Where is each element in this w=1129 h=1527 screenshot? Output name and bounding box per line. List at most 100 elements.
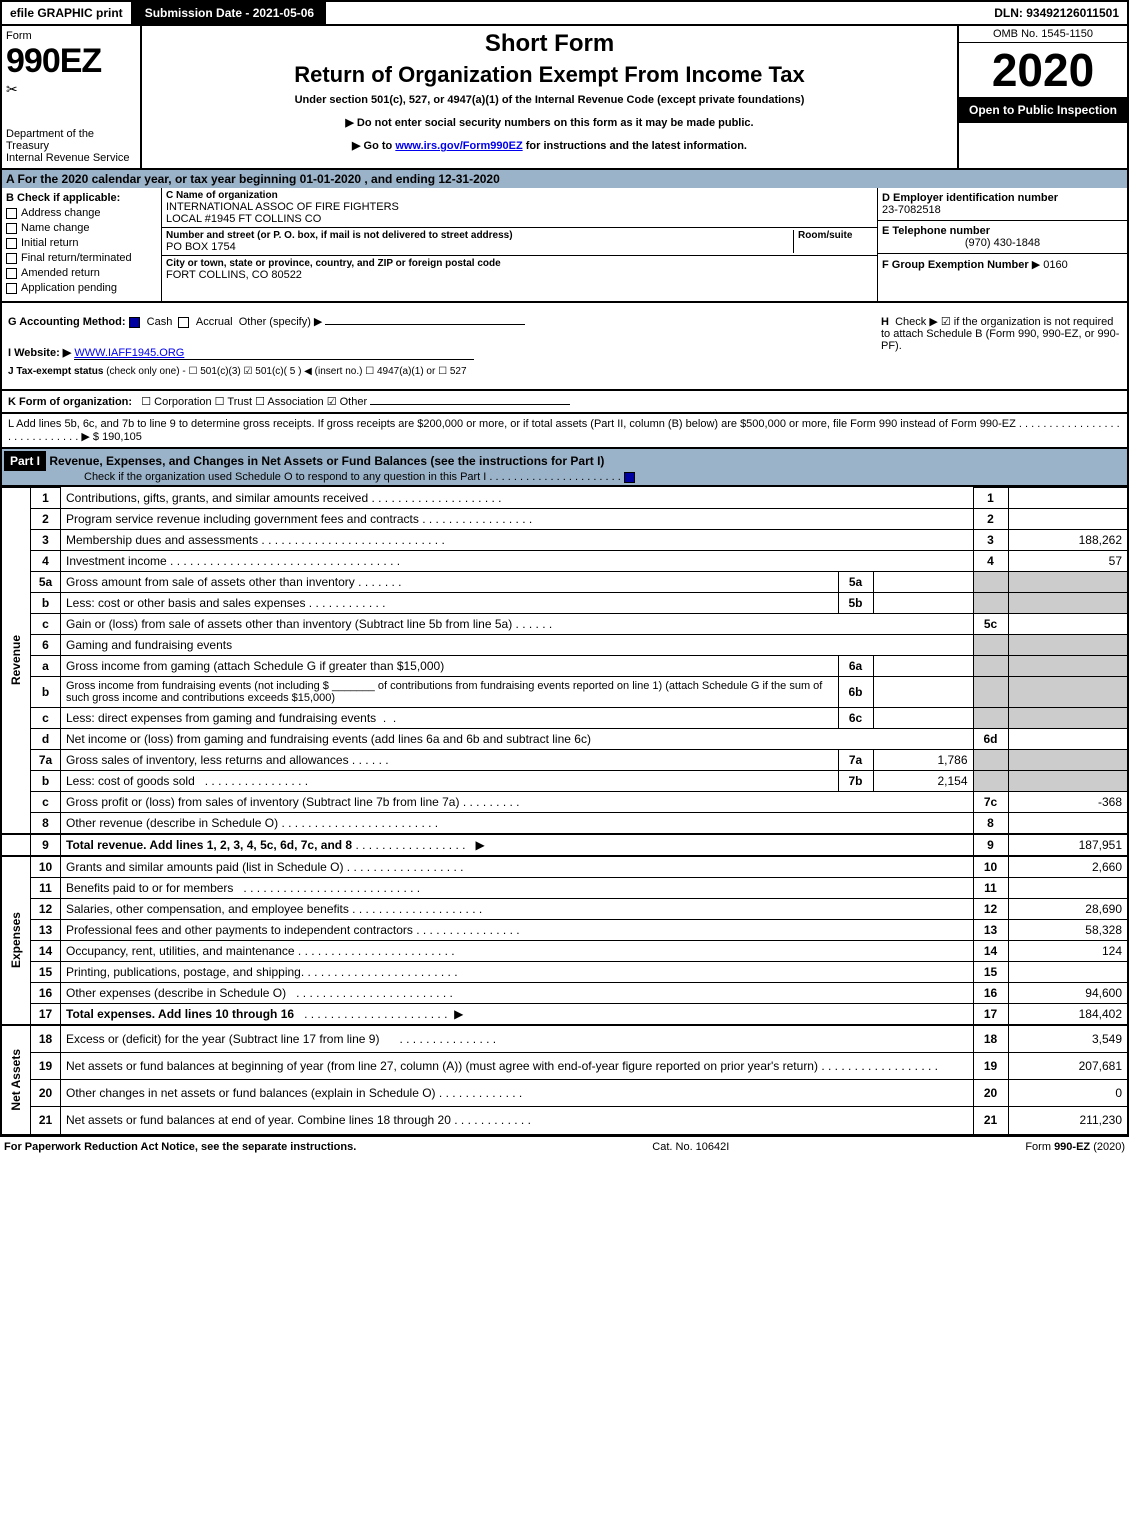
- section-k: K Form of organization: ☐ Corporation ☐ …: [0, 391, 1129, 414]
- line-7c-num: c: [31, 792, 61, 813]
- right-info-column: D Employer identification number 23-7082…: [877, 188, 1127, 301]
- line-13-num: 13: [31, 920, 61, 941]
- line-6b-num: b: [31, 677, 61, 708]
- group-exemption-value: 0160: [1043, 259, 1067, 271]
- irs-link[interactable]: www.irs.gov/Form990EZ: [395, 140, 522, 152]
- info-grid: B Check if applicable: Address change Na…: [0, 188, 1129, 303]
- line-18-amt: 3,549: [1008, 1025, 1128, 1053]
- line-15-amt: [1008, 962, 1128, 983]
- line-8-num: 8: [31, 813, 61, 835]
- submission-date-button[interactable]: Submission Date - 2021-05-06: [133, 2, 326, 24]
- footer-catno: Cat. No. 10642I: [652, 1141, 729, 1153]
- section-c-org-info: C Name of organization INTERNATIONAL ASS…: [162, 188, 877, 301]
- city-value: FORT COLLINS, CO 80522: [166, 269, 873, 281]
- line-10-ref: 10: [973, 856, 1008, 878]
- line-6d-ref: 6d: [973, 729, 1008, 750]
- section-b-checkboxes: B Check if applicable: Address change Na…: [2, 188, 162, 301]
- line-5a-subamt: [873, 572, 973, 593]
- line-7c-desc: Gross profit or (loss) from sales of inv…: [66, 795, 459, 809]
- line-7b-subamt: 2,154: [873, 771, 973, 792]
- form-number: 990EZ: [6, 42, 136, 81]
- line-4-ref: 4: [973, 551, 1008, 572]
- line-5c-desc: Gain or (loss) from sale of assets other…: [66, 617, 512, 631]
- line-3-num: 3: [31, 530, 61, 551]
- open-to-public: Open to Public Inspection: [959, 97, 1127, 123]
- line-6c-subamt: [873, 708, 973, 729]
- line-18-ref: 18: [973, 1025, 1008, 1053]
- website-link[interactable]: WWW.IAFF1945.ORG: [74, 347, 474, 360]
- line-6b-desc: Gross income from fundraising events (no…: [61, 677, 839, 708]
- line-11-amt: [1008, 878, 1128, 899]
- line-21-ref: 21: [973, 1107, 1008, 1135]
- line-10-amt: 2,660: [1008, 856, 1128, 878]
- line-14-amt: 124: [1008, 941, 1128, 962]
- line-7c-amt: -368: [1008, 792, 1128, 813]
- ssn-warning: ▶ Do not enter social security numbers o…: [150, 116, 949, 129]
- part1-check-text: Check if the organization used Schedule …: [84, 471, 486, 483]
- line-12-amt: 28,690: [1008, 899, 1128, 920]
- line-6d-amt: [1008, 729, 1128, 750]
- line-6c-sub: 6c: [838, 708, 873, 729]
- short-form-title: Short Form: [150, 30, 949, 58]
- line-5b-num: b: [31, 593, 61, 614]
- dln-label: DLN: 93492126011501: [986, 2, 1127, 24]
- line-3-amt: 188,262: [1008, 530, 1128, 551]
- section-j: J Tax-exempt status (check only one) - ☐…: [8, 366, 861, 377]
- cb-address-change[interactable]: Address change: [6, 207, 157, 219]
- line-11-num: 11: [31, 878, 61, 899]
- cb-initial-return[interactable]: Initial return: [6, 237, 157, 249]
- cb-final-return[interactable]: Final return/terminated: [6, 252, 157, 264]
- line-17-amt: 184,402: [1008, 1004, 1128, 1026]
- form-center-column: Short Form Return of Organization Exempt…: [142, 26, 957, 168]
- section-i: I Website: ▶ WWW.IAFF1945.ORG: [8, 346, 861, 360]
- line-6a-subamt: [873, 656, 973, 677]
- cb-amended-return[interactable]: Amended return: [6, 267, 157, 279]
- section-b-label: B Check if applicable:: [6, 192, 157, 204]
- line-18-num: 18: [31, 1025, 61, 1053]
- section-g: G Accounting Method: Cash Accrual Other …: [8, 315, 861, 328]
- line-7c-ref: 7c: [973, 792, 1008, 813]
- line-6d-desc: Net income or (loss) from gaming and fun…: [61, 729, 974, 750]
- line-19-amt: 207,681: [1008, 1053, 1128, 1080]
- org-name: INTERNATIONAL ASSOC OF FIRE FIGHTERS: [166, 201, 873, 213]
- line-16-ref: 16: [973, 983, 1008, 1004]
- goto-prefix: ▶ Go to: [352, 140, 395, 152]
- line-17-ref: 17: [973, 1004, 1008, 1026]
- line-19-ref: 19: [973, 1053, 1008, 1080]
- line-6c-num: c: [31, 708, 61, 729]
- line-6c-desc: Less: direct expenses from gaming and fu…: [66, 711, 376, 725]
- period-row: A For the 2020 calendar year, or tax yea…: [0, 170, 1129, 188]
- line-21-desc: Net assets or fund balances at end of ye…: [66, 1113, 451, 1127]
- line-6-num: 6: [31, 635, 61, 656]
- line-4-desc: Investment income: [66, 554, 167, 568]
- line-21-num: 21: [31, 1107, 61, 1135]
- form-left-column: Form 990EZ ✂ Department of the Treasury …: [2, 26, 142, 168]
- return-title: Return of Organization Exempt From Incom…: [150, 62, 949, 88]
- cb-name-change[interactable]: Name change: [6, 222, 157, 234]
- city-label: City or town, state or province, country…: [166, 258, 873, 269]
- line-14-num: 14: [31, 941, 61, 962]
- line-20-num: 20: [31, 1080, 61, 1107]
- netassets-sidebar: Net Assets: [7, 1029, 25, 1131]
- omb-number: OMB No. 1545-1150: [959, 26, 1127, 43]
- efile-print-button[interactable]: efile GRAPHIC print: [2, 2, 133, 24]
- section-h: H Check ▶ ☑ if the organization is not r…: [861, 315, 1121, 377]
- line-15-ref: 15: [973, 962, 1008, 983]
- goto-suffix: for instructions and the latest informat…: [526, 140, 747, 152]
- line-19-desc: Net assets or fund balances at beginning…: [66, 1059, 818, 1073]
- lines-table: Revenue 1 Contributions, gifts, grants, …: [0, 487, 1129, 1136]
- goto-instructions: ▶ Go to www.irs.gov/Form990EZ for instru…: [150, 139, 949, 152]
- form-header: Form 990EZ ✂ Department of the Treasury …: [0, 26, 1129, 170]
- header-left: efile GRAPHIC print Submission Date - 20…: [2, 2, 326, 24]
- cb-application-pending[interactable]: Application pending: [6, 282, 157, 294]
- line-10-desc: Grants and similar amounts paid (list in…: [66, 860, 343, 874]
- line-6-desc: Gaming and fundraising events: [61, 635, 974, 656]
- line-2-desc: Program service revenue including govern…: [66, 512, 419, 526]
- street-label: Number and street (or P. O. box, if mail…: [166, 230, 793, 241]
- line-13-ref: 13: [973, 920, 1008, 941]
- form-label: Form: [6, 30, 136, 42]
- group-arrow: ▶: [1032, 259, 1040, 271]
- line-2-amt: [1008, 509, 1128, 530]
- line-7b-num: b: [31, 771, 61, 792]
- line-6a-desc: Gross income from gaming (attach Schedul…: [61, 656, 839, 677]
